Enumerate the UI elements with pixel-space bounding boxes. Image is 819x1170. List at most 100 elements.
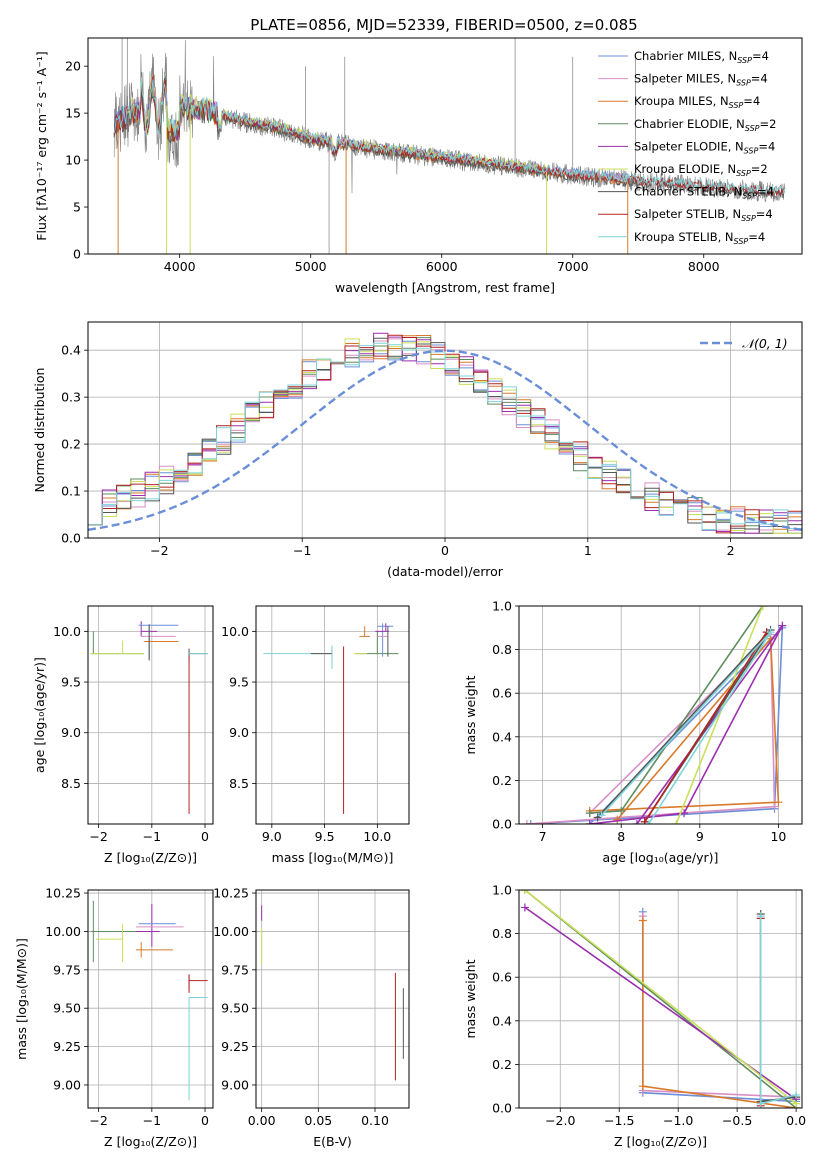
weight-marker	[613, 815, 622, 824]
weight-line-salpeter-elodie	[524, 906, 797, 1100]
x-tick-label: 0	[441, 543, 449, 558]
y-tick-label: 0	[73, 247, 81, 262]
x-tick-label: −1.0	[663, 1113, 693, 1128]
x-axis-label: Z [log₁₀(Z/Z⊙)]	[104, 1134, 197, 1149]
y-tick-label: 0.1	[61, 484, 81, 499]
x-tick-label: −1	[143, 829, 161, 844]
y-tick-label: 10.00	[213, 924, 249, 939]
spectrum-model-kroupa-stelib	[113, 78, 786, 194]
x-tick-label: 0.00	[248, 1113, 276, 1128]
x-tick-label: 0.10	[361, 1113, 389, 1128]
y-tick-label: 9.25	[221, 1039, 249, 1054]
weight-line-kroupa-stelib	[600, 631, 772, 824]
weight-marker	[522, 820, 531, 824]
legend-entry: Chabrier STELIB, NSSP=4	[634, 185, 774, 201]
y-tick-label: 9.50	[53, 1001, 81, 1016]
y-tick-label: 5	[73, 200, 81, 215]
x-tick-label: 7	[539, 829, 547, 844]
y-tick-label: 10.25	[45, 886, 81, 901]
weight-line-kroupa-elodie	[524, 890, 797, 1105]
axes-frame	[87, 37, 803, 255]
y-axis-label: age [log₁₀(age/yr)]	[32, 657, 47, 773]
y-tick-label: 0.0	[61, 531, 81, 546]
y-tick-label: 9.0	[229, 725, 249, 740]
y-tick-label: 0.8	[492, 642, 512, 657]
plot-area-weight-vs-age	[522, 606, 787, 824]
y-tick-label: 0.4	[61, 343, 81, 358]
weight-line-salpeter-miles	[526, 632, 776, 824]
x-tick-label: −2.0	[545, 1113, 575, 1128]
plot-area-residuals	[88, 332, 802, 538]
x-tick-label: 10	[770, 829, 786, 844]
panel-weight-vs-age: 7 8 9 10 0.0 0.2 0.4 0.6 0.8 1.0 age [log₁₀(age/yr…	[463, 599, 803, 865]
x-axis-label: E(B-V)	[313, 1134, 352, 1149]
x-axis-label: (data-model)/error	[387, 564, 504, 579]
x-tick-label: 7000	[557, 259, 589, 274]
x-tick-label: 2	[727, 543, 735, 558]
x-tick-label: 4000	[164, 259, 196, 274]
weight-marker	[638, 916, 647, 925]
y-axis-label: mass weight	[463, 675, 478, 754]
spectrum-legend: Chabrier MILES, NSSP=4 Salpeter MILES, NS…	[598, 49, 776, 246]
y-tick-label: 9.50	[221, 1001, 249, 1016]
weight-line-kroupa-miles	[642, 920, 797, 1108]
legend-entry: Salpeter STELIB, NSSP=4	[634, 207, 773, 223]
x-tick-label: 9.0	[262, 829, 282, 844]
weight-line-salpeter-elodie	[589, 625, 784, 824]
y-axis-label: mass weight	[463, 959, 478, 1038]
spectrum-model-chabrier-stelib	[113, 78, 786, 199]
panel-weight-vs-Z: −2.0 −1.5 −1.0 −0.5 0.0 0.0 0.2 0.4 0.6 0.8 1.0 Z […	[463, 883, 806, 1150]
weight-marker	[770, 802, 779, 811]
y-tick-label: 0.2	[61, 437, 81, 452]
weight-marker	[526, 820, 535, 824]
panel-residuals: −2 −1 0 1 2 0.0 0.1 0.2 0.3 0.4 (data-model)/error…	[32, 321, 803, 579]
weight-marker	[520, 903, 529, 912]
weight-marker	[585, 809, 594, 818]
y-tick-label: 0.6	[492, 686, 512, 701]
y-tick-label: 0.4	[492, 1013, 512, 1028]
plot-area-mass-vs-Z	[90, 900, 208, 1101]
weight-marker	[758, 606, 767, 610]
plot-area-spectrum	[113, 38, 786, 254]
panel-age-vs-mass: 9.0 9.5 10.0 8.5 9.0 9.5 10.0 mass [log₁₀(M/M⊙)…	[221, 605, 410, 865]
x-tick-label: 9	[696, 829, 704, 844]
weight-marker	[585, 820, 594, 824]
x-axis-label: mass [log₁₀(M/M⊙)]	[272, 850, 394, 865]
x-axis-label: Z [log₁₀(Z/Z⊙)]	[104, 850, 197, 865]
weight-marker	[792, 1090, 801, 1099]
y-tick-label: 8.5	[61, 776, 81, 791]
spectrum-model-salpeter-miles	[113, 76, 629, 182]
y-tick-label: 1.0	[492, 599, 512, 614]
x-axis-label: age [log₁₀(age/yr)]	[603, 850, 719, 865]
legend-entry: Salpeter ELODIE, NSSP=4	[634, 139, 775, 155]
weight-marker	[632, 820, 641, 824]
y-tick-label: 9.0	[61, 725, 81, 740]
weight-marker	[778, 621, 787, 630]
y-tick-label: 10.25	[213, 886, 249, 901]
weight-line-chabrier-stelib	[759, 914, 797, 1103]
y-tick-label: 0.8	[492, 926, 512, 941]
x-tick-label: −2	[89, 829, 107, 844]
plot-area-mass-vs-ebv	[261, 905, 404, 1081]
weight-marker	[680, 809, 689, 818]
weight-marker	[756, 912, 765, 921]
y-tick-label: 10.0	[53, 624, 81, 639]
y-tick-label: 9.25	[53, 1039, 81, 1054]
y-tick-label: 9.5	[229, 675, 249, 690]
weight-line-kroupa-stelib	[759, 916, 797, 1105]
y-tick-label: 9.5	[61, 675, 81, 690]
axes-frame	[518, 605, 803, 825]
legend-entry: 𝒩(0, 1)	[742, 336, 788, 351]
axes-frame	[87, 605, 214, 825]
plot-area-age-vs-mass	[263, 623, 399, 814]
x-tick-label: 0	[201, 829, 209, 844]
y-tick-label: 9.75	[221, 962, 249, 977]
y-tick-label: 9.00	[53, 1077, 81, 1092]
x-tick-label: 10.0	[363, 829, 391, 844]
x-tick-label: 9.5	[315, 829, 335, 844]
plot-area-weight-vs-Z	[520, 890, 801, 1108]
y-tick-label: 9.00	[221, 1077, 249, 1092]
panel-mass-vs-Z: −2 −1 0 9.00 9.25 9.50 9.75 10.00 10.25 Z [log₁₀(…	[14, 886, 214, 1149]
x-tick-label: 8	[617, 829, 625, 844]
y-tick-label: 0.0	[492, 1101, 512, 1116]
